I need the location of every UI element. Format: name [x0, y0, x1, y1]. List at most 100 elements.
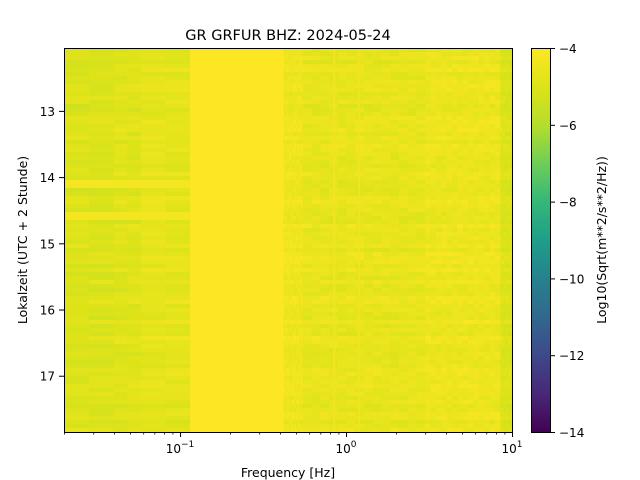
heatmap-cell	[501, 240, 503, 245]
heatmap-cell	[290, 244, 293, 249]
heatmap-cell	[113, 256, 128, 261]
heatmap-cell	[446, 320, 453, 325]
heatmap-cell	[284, 136, 287, 141]
heatmap-cell	[473, 188, 480, 193]
heatmap-cell	[283, 132, 286, 137]
heatmap-cell	[302, 124, 313, 129]
heatmap-cell	[407, 200, 418, 205]
heatmap-cell	[503, 264, 506, 269]
heatmap-cell	[300, 164, 303, 169]
heatmap-cell	[425, 72, 432, 77]
heatmap-cell	[501, 56, 504, 61]
heatmap-cell	[502, 288, 505, 293]
heatmap-cell	[320, 340, 330, 345]
heatmap-cell	[430, 248, 437, 253]
heatmap-cell	[284, 284, 287, 289]
heatmap-cell	[506, 176, 508, 181]
heatmap-cell	[287, 232, 290, 237]
heatmap-cell	[372, 304, 383, 309]
heatmap-cell	[509, 312, 511, 317]
heatmap-cell	[300, 100, 303, 105]
heatmap-cell	[501, 68, 503, 73]
heatmap-cell	[286, 204, 289, 209]
heatmap-cell	[294, 172, 297, 177]
heatmap-cell	[372, 144, 383, 149]
heatmap-cell	[457, 320, 464, 325]
heatmap-cell	[501, 332, 504, 337]
heatmap-cell	[300, 108, 303, 113]
heatmap-cell	[291, 336, 294, 341]
heatmap-cell	[399, 164, 409, 169]
heatmap-cell	[298, 336, 301, 341]
heatmap-cell	[468, 328, 475, 333]
heatmap-cell	[468, 144, 475, 149]
heatmap-cell	[430, 68, 437, 73]
heatmap-cell	[462, 100, 469, 105]
heatmap-cell	[452, 332, 458, 337]
heatmap-cell	[416, 104, 426, 109]
heatmap-cell	[283, 108, 286, 113]
heatmap-cell	[346, 112, 356, 117]
heatmap-cell	[506, 264, 508, 269]
heatmap-cell	[190, 160, 285, 165]
heatmap-cell	[473, 168, 480, 173]
heatmap-cell	[441, 328, 448, 333]
heatmap-cell	[507, 132, 510, 137]
heatmap-cell	[190, 320, 285, 325]
heatmap-cell	[283, 284, 286, 289]
heatmap-cell	[64, 68, 90, 73]
heatmap-cell	[430, 132, 437, 137]
heatmap-cell	[509, 156, 511, 161]
heatmap-cell	[291, 92, 294, 97]
heatmap-cell	[508, 292, 511, 297]
heatmap-cell	[364, 292, 374, 297]
heatmap-cell	[294, 132, 297, 137]
heatmap-cell	[500, 216, 502, 221]
heatmap-cell	[511, 168, 513, 173]
heatmap-cell	[289, 220, 292, 225]
heatmap-cell	[502, 240, 505, 245]
heatmap-cell	[127, 300, 142, 305]
heatmap-cell	[508, 180, 511, 185]
heatmap-cell	[511, 132, 513, 137]
heatmap-cell	[468, 140, 475, 145]
heatmap-cell	[503, 300, 506, 305]
heatmap-cell	[140, 92, 167, 97]
heatmap-cell	[290, 260, 293, 265]
heatmap-cell	[190, 264, 285, 269]
heatmap-cell	[298, 244, 301, 249]
heatmap-cell	[489, 348, 496, 353]
heatmap-cell	[381, 328, 391, 333]
heatmap-cell	[462, 304, 469, 309]
heatmap-cell	[506, 240, 509, 245]
heatmap-cell	[294, 308, 297, 313]
heatmap-cell	[478, 216, 485, 221]
heatmap-cell	[165, 296, 191, 301]
heatmap-cell	[297, 312, 300, 317]
heatmap-cell	[506, 160, 509, 165]
heatmap-cell	[501, 296, 504, 301]
heatmap-cell	[507, 68, 510, 73]
heatmap-cell	[489, 228, 496, 233]
heatmap-cell	[484, 156, 491, 161]
heatmap-cell	[165, 284, 191, 289]
heatmap-cell	[284, 120, 287, 125]
heatmap-cell	[435, 92, 442, 97]
heatmap-cell	[441, 204, 448, 209]
heatmap-cell	[372, 48, 383, 53]
heatmap-cell	[502, 252, 505, 257]
heatmap-cell	[298, 284, 301, 289]
heatmap-cell	[503, 328, 506, 333]
heatmap-cell	[286, 352, 289, 357]
heatmap-cell	[506, 120, 509, 125]
heatmap-cell	[372, 168, 383, 173]
heatmap-cell	[64, 316, 90, 321]
heatmap-cell	[297, 164, 300, 169]
heatmap-cell	[506, 252, 509, 257]
heatmap-cell	[457, 284, 464, 289]
heatmap-cell	[300, 60, 303, 65]
heatmap-cell	[289, 112, 292, 117]
heatmap-cell	[478, 168, 485, 173]
heatmap-cell	[190, 88, 285, 93]
heatmap-cell	[416, 264, 426, 269]
